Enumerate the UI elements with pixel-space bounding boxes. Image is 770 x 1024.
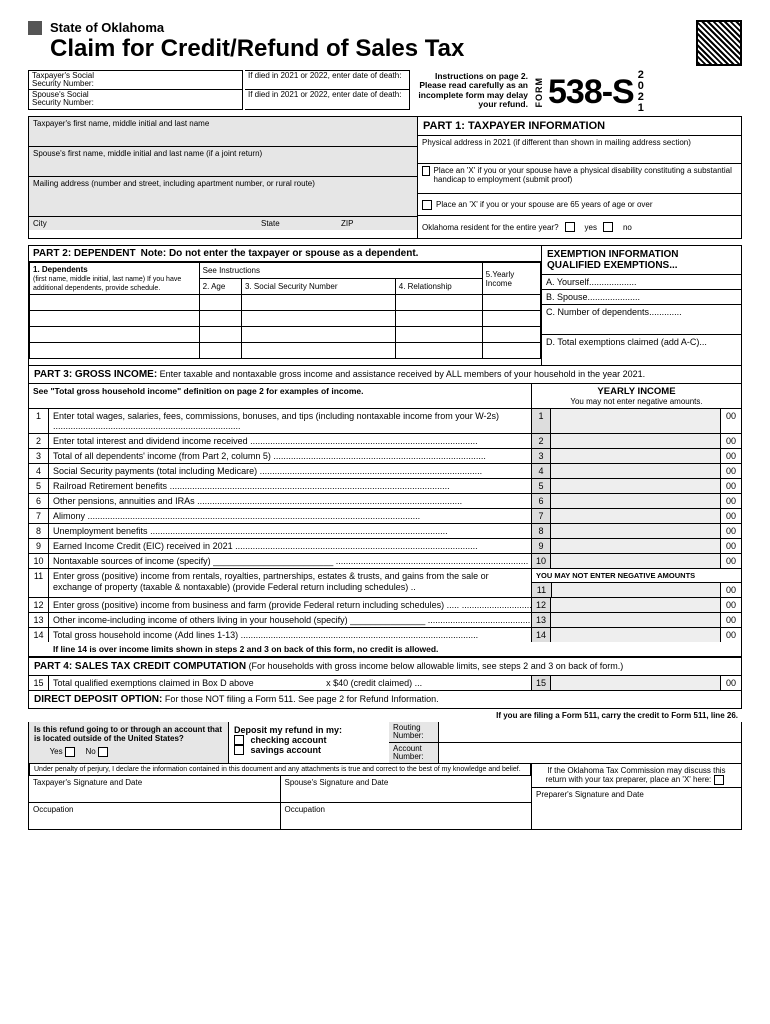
age65-label: Place an 'X' if you or your spouse are 6…	[436, 200, 653, 209]
income-line-12: 12Enter gross (positive) income from bus…	[29, 598, 741, 613]
checking-checkbox[interactable]	[234, 735, 244, 745]
see-definition: See "Total gross household income" defin…	[29, 384, 531, 408]
form-page: State of Oklahoma Claim for Credit/Refun…	[0, 0, 770, 850]
income-line-2: 2Enter total interest and dividend incom…	[29, 434, 741, 449]
exemption-a: A. Yourself...................	[542, 275, 741, 290]
death-date-1: If died in 2021 or 2022, enter date of d…	[245, 70, 410, 90]
income-line-14: 14Total gross household income (Add line…	[29, 628, 741, 642]
income-line-1: 1Enter total wages, salaries, fees, comm…	[29, 409, 741, 434]
income-footer: If line 14 is over income limits shown i…	[29, 642, 741, 657]
part2: PART 2: DEPENDENT Note: Do not enter the…	[28, 245, 742, 366]
table-row[interactable]	[30, 343, 541, 359]
signature-section: Under penalty of perjury, I declare the …	[28, 764, 742, 830]
instructions-note: Instructions on page 2. Please read care…	[412, 70, 532, 114]
taxpayer-ssn-label: Taxpayer's Social Security Number:	[29, 71, 109, 89]
routing-label: Routing Number:	[389, 722, 439, 742]
city-label: City	[29, 217, 257, 230]
routing-input[interactable]	[439, 722, 741, 742]
spouse-ssn-label: Spouse's Social Security Number:	[29, 90, 109, 109]
income-line-8: 8Unemployment benefits .................…	[29, 524, 741, 539]
account-input[interactable]	[439, 743, 741, 764]
preparer-signature[interactable]: Preparer's Signature and Date	[532, 788, 741, 828]
age65-checkbox[interactable]	[422, 200, 432, 210]
carry-note: If you are filing a Form 511, carry the …	[28, 709, 742, 722]
part4-header: PART 4: SALES TAX CREDIT COMPUTATION (Fo…	[28, 658, 742, 676]
form-label: FORM	[534, 77, 544, 108]
income-line-4: 4Social Security payments (total includi…	[29, 464, 741, 479]
table-row[interactable]	[30, 311, 541, 327]
form-number-block: FORM 538-S 2 0 2 1	[534, 70, 644, 114]
exemption-b: B. Spouse.....................	[542, 290, 741, 305]
savings-checkbox[interactable]	[234, 745, 244, 755]
qr-code-icon	[696, 20, 742, 66]
taxpayer-occupation[interactable]: Occupation	[29, 803, 280, 829]
line-15: 15 Total qualified exemptions claimed in…	[28, 676, 742, 691]
income-line-10: 10Nontaxable sources of income (specify)…	[29, 554, 741, 569]
dd-question: Is this refund going to or through an ac…	[29, 722, 229, 763]
exemption-d: D. Total exemptions claimed (add A-C)...	[542, 335, 741, 365]
income-line-9: 9Earned Income Credit (EIC) received in …	[29, 539, 741, 554]
mailing-label: Mailing address (number and street, incl…	[29, 177, 417, 190]
form-year: 2 0 2 1	[638, 70, 644, 114]
table-row[interactable]	[30, 327, 541, 343]
dd-deposit: Deposit my refund in my: checking accoun…	[229, 722, 389, 763]
spouse-name-label: Spouse's first name, middle initial and …	[29, 147, 417, 160]
income-line-5: 5Railroad Retirement benefits ..........…	[29, 479, 741, 494]
income-line-7: 7Alimony ...............................…	[29, 509, 741, 524]
zip-label: ZIP	[337, 217, 417, 230]
part3-header: PART 3: GROSS INCOME: Enter taxable and …	[28, 366, 742, 384]
dependents-table: 1. Dependents(first name, middle initial…	[29, 262, 541, 359]
state-label: State	[257, 217, 337, 230]
income-line-13: 13Other income-including income of other…	[29, 613, 741, 628]
income-section: See "Total gross household income" defin…	[28, 384, 742, 658]
taxpayer-signature[interactable]: Taxpayer's Signature and Date	[29, 776, 280, 802]
spouse-signature[interactable]: Spouse's Signature and Date	[280, 776, 532, 802]
form-number: 538-S	[544, 73, 638, 112]
dd-no-checkbox[interactable]	[98, 747, 108, 757]
income-line-11: 11Enter gross (positive) income from ren…	[29, 569, 741, 598]
header: State of Oklahoma Claim for Credit/Refun…	[28, 20, 742, 66]
preparer-note: If the Oklahoma Tax Commission may discu…	[532, 764, 741, 788]
dd-yes-checkbox[interactable]	[65, 747, 75, 757]
death-date-2: If died in 2021 or 2022, enter date of d…	[245, 90, 410, 110]
account-label: Account Number:	[389, 743, 439, 764]
resident-yes-checkbox[interactable]	[565, 222, 575, 232]
resident-label: Oklahoma resident for the entire year?	[422, 223, 559, 232]
marker-icon	[28, 21, 42, 35]
identity-row: Taxpayer's Social Security Number: Spous…	[28, 70, 742, 114]
page-title: Claim for Credit/Refund of Sales Tax	[50, 35, 696, 63]
resident-no-checkbox[interactable]	[603, 222, 613, 232]
preparer-checkbox[interactable]	[714, 775, 724, 785]
part1-title: PART 1: TAXPAYER INFORMATION	[418, 117, 741, 136]
yearly-income-header: YEARLY INCOMEYou may not enter negative …	[531, 384, 741, 408]
dd-header: DIRECT DEPOSIT OPTION: For those NOT fil…	[28, 691, 742, 709]
income-line-3: 3Total of all dependents' income (from P…	[29, 449, 741, 464]
disability-label: Place an 'X' if you or your spouse have …	[434, 166, 737, 184]
taxpayer-grid: Taxpayer's first name, middle initial an…	[28, 116, 742, 239]
part2-header: PART 2: DEPENDENT Note: Do not enter the…	[29, 246, 541, 262]
disability-checkbox[interactable]	[422, 166, 430, 176]
dd-body: Is this refund going to or through an ac…	[28, 722, 742, 764]
exemption-c: C. Number of dependents.............	[542, 305, 741, 335]
income-line-6: 6Other pensions, annuities and IRAs ....…	[29, 494, 741, 509]
taxpayer-name-label: Taxpayer's first name, middle initial an…	[29, 117, 417, 130]
perjury-statement: Under penalty of perjury, I declare the …	[29, 764, 531, 776]
exemption-title: EXEMPTION INFORMATIONQUALIFIED EXEMPTION…	[542, 246, 741, 275]
physical-address-label: Physical address in 2021 (if different t…	[418, 136, 741, 164]
state-text: State of Oklahoma	[50, 20, 164, 35]
spouse-occupation[interactable]: Occupation	[280, 803, 532, 829]
table-row[interactable]	[30, 295, 541, 311]
